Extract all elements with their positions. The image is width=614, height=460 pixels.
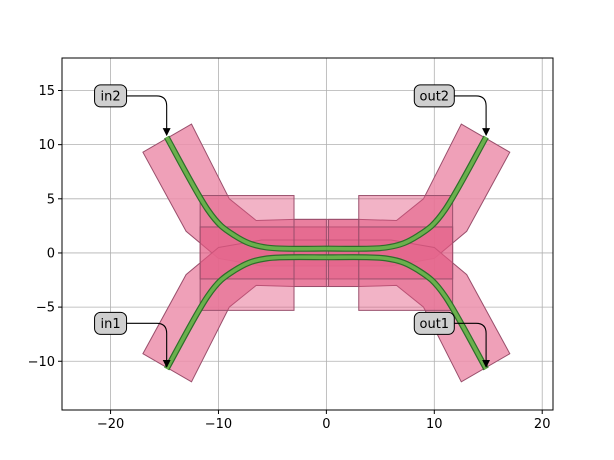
layout-rect	[328, 218, 360, 288]
y-tick-label: 15	[38, 84, 55, 99]
port-label-in1: in1	[100, 317, 120, 332]
port-label-in2: in2	[100, 89, 120, 104]
waveguide-upper-left	[165, 136, 327, 251]
y-tick-label: −10	[28, 355, 55, 370]
port-label-out2: out2	[420, 89, 450, 104]
y-tick-label: 5	[47, 192, 55, 207]
port-arrow-in2	[126, 95, 171, 137]
waveguide-lower-left	[165, 255, 327, 370]
y-tick-label: −5	[36, 301, 55, 316]
y-tick-label: 10	[38, 138, 55, 153]
port-arrow-in1	[126, 322, 171, 368]
port-annotations: in2 out2 in1 out1	[94, 84, 491, 368]
tick-labels: −20 −10 0 10 20 15 10 5 0 −5 −10	[28, 84, 551, 432]
layout-shapes	[142, 123, 511, 383]
x-tick-label: 10	[426, 417, 443, 432]
layout-rect	[293, 218, 327, 288]
port-arrow-out2	[454, 95, 491, 137]
axes-frame	[61, 57, 554, 411]
x-tick-label: 0	[322, 417, 330, 432]
x-tick-label: −10	[205, 417, 232, 432]
plot-frame	[61, 57, 554, 411]
x-tick-label: 20	[534, 417, 551, 432]
waveguide-upper-right	[326, 136, 488, 251]
port-label-out1: out1	[420, 317, 450, 332]
x-tick-label: −20	[97, 417, 124, 432]
waveguide-lower-right	[326, 255, 488, 370]
y-tick-label: 0	[47, 246, 55, 261]
port-arrow-out1	[454, 322, 491, 368]
